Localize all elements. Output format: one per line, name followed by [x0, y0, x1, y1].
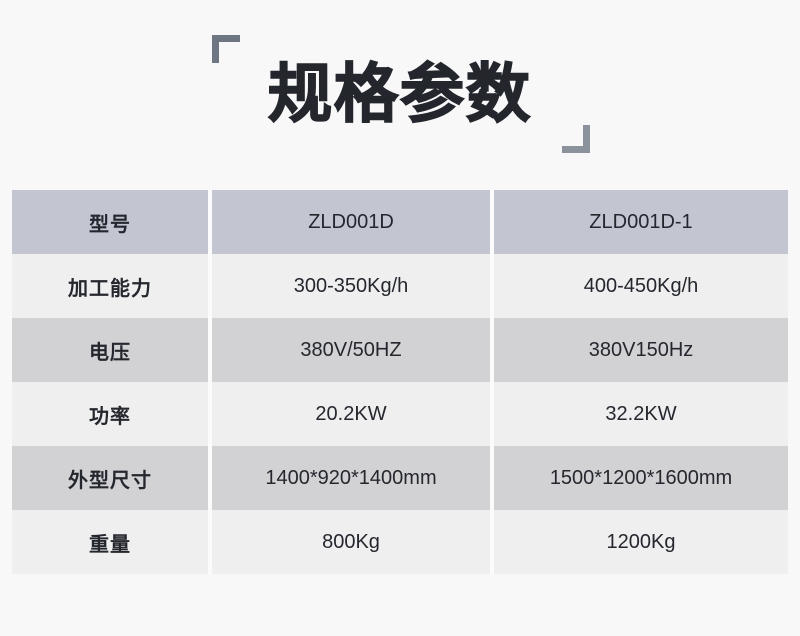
cell-value: 1500*1200*1600mm [494, 446, 788, 510]
table-row: 重量 800Kg 1200Kg [12, 510, 788, 574]
cell-value: 380V150Hz [494, 318, 788, 382]
cell-value: 300-350Kg/h [212, 254, 490, 318]
cell-value: 1400*920*1400mm [212, 446, 490, 510]
row-label: 功率 [12, 382, 208, 446]
cell-value: 1200Kg [494, 510, 788, 574]
cell-value: 32.2KW [494, 382, 788, 446]
table-header-row: 型号 ZLD001D ZLD001D-1 [12, 190, 788, 254]
table-row: 电压 380V/50HZ 380V150Hz [12, 318, 788, 382]
table-row: 外型尺寸 1400*920*1400mm 1500*1200*1600mm [12, 446, 788, 510]
page-title: 规格参数 [267, 57, 532, 131]
row-label: 型号 [12, 190, 208, 254]
corner-bracket-top-left-icon [212, 35, 240, 63]
cell-value: 380V/50HZ [212, 318, 490, 382]
cell-value: 800Kg [212, 510, 490, 574]
row-label: 电压 [12, 318, 208, 382]
column-header-model-1: ZLD001D [212, 190, 490, 254]
cell-value: 400-450Kg/h [494, 254, 788, 318]
cell-value: 20.2KW [212, 382, 490, 446]
row-label: 加工能力 [12, 254, 208, 318]
row-label: 重量 [12, 510, 208, 574]
table-row: 功率 20.2KW 32.2KW [12, 382, 788, 446]
column-header-model-2: ZLD001D-1 [494, 190, 788, 254]
title-block: 规格参数 [210, 35, 590, 153]
spec-table: 型号 ZLD001D ZLD001D-1 加工能力 300-350Kg/h 40… [12, 190, 788, 574]
corner-bracket-bottom-right-icon [562, 125, 590, 153]
table-row: 加工能力 300-350Kg/h 400-450Kg/h [12, 254, 788, 318]
row-label: 外型尺寸 [12, 446, 208, 510]
